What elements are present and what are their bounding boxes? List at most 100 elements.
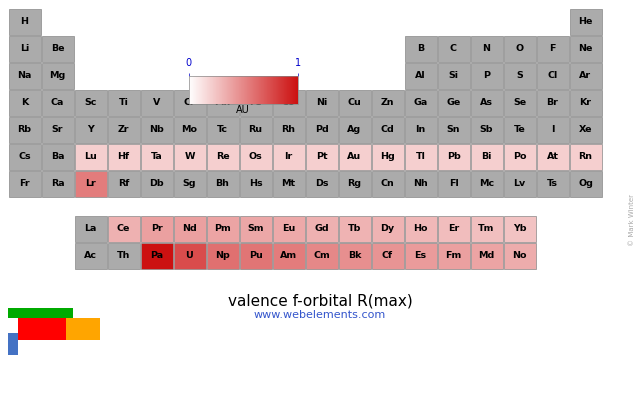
Bar (8, 8, 40, 34)
Bar (74, 216, 106, 242)
Bar (404, 170, 436, 196)
Bar (404, 242, 436, 268)
Text: F: F (549, 44, 556, 53)
Bar (173, 116, 205, 142)
Text: Rg: Rg (348, 179, 362, 188)
Bar (108, 116, 140, 142)
Bar (404, 144, 436, 170)
Bar (504, 144, 536, 170)
Text: Ni: Ni (316, 98, 327, 107)
Text: Ds: Ds (315, 179, 328, 188)
Bar (8, 90, 40, 116)
Text: Mg: Mg (49, 71, 66, 80)
Text: Tb: Tb (348, 224, 361, 233)
Text: Ag: Ag (348, 125, 362, 134)
Bar (504, 90, 536, 116)
Text: Hg: Hg (380, 152, 395, 161)
Text: Th: Th (117, 251, 130, 260)
Bar (207, 216, 239, 242)
Bar (207, 170, 239, 196)
Text: Mn: Mn (214, 98, 230, 107)
Bar (339, 144, 371, 170)
Text: Y: Y (87, 125, 94, 134)
Text: Li: Li (20, 44, 29, 53)
Bar (371, 242, 403, 268)
Bar (504, 242, 536, 268)
Bar (141, 144, 173, 170)
Bar (108, 90, 140, 116)
Bar (74, 242, 106, 268)
Text: Mt: Mt (282, 179, 296, 188)
Bar (42, 116, 74, 142)
Text: C: C (450, 44, 457, 53)
Text: Nb: Nb (149, 125, 164, 134)
Text: Sn: Sn (447, 125, 460, 134)
Text: www.webelements.com: www.webelements.com (254, 310, 386, 320)
Bar (8, 116, 40, 142)
Text: Fm: Fm (445, 251, 461, 260)
Bar (141, 216, 173, 242)
X-axis label: AU: AU (236, 105, 250, 115)
Text: No: No (512, 251, 527, 260)
Bar (42, 90, 74, 116)
Bar (8, 36, 40, 62)
Text: Eu: Eu (282, 224, 295, 233)
Bar (570, 62, 602, 88)
Text: Cr: Cr (184, 98, 195, 107)
Bar (239, 144, 271, 170)
Text: Og: Og (578, 179, 593, 188)
Bar (173, 144, 205, 170)
Text: Am: Am (280, 251, 297, 260)
Text: Al: Al (415, 71, 426, 80)
Text: Tc: Tc (217, 125, 228, 134)
Bar (273, 144, 305, 170)
Bar (504, 36, 536, 62)
Text: Md: Md (478, 251, 495, 260)
Text: Ga: Ga (413, 98, 428, 107)
Text: I: I (551, 125, 554, 134)
Bar (470, 62, 502, 88)
Bar (305, 216, 337, 242)
Bar (141, 90, 173, 116)
Text: Pa: Pa (150, 251, 163, 260)
Bar (536, 116, 568, 142)
Text: In: In (415, 125, 426, 134)
Bar (42, 144, 74, 170)
Bar (8, 144, 40, 170)
Bar (438, 216, 470, 242)
Bar (504, 170, 536, 196)
Text: Hf: Hf (117, 152, 129, 161)
Bar (207, 144, 239, 170)
Text: Dy: Dy (380, 224, 395, 233)
Bar (404, 216, 436, 242)
Text: Cu: Cu (348, 98, 362, 107)
Bar (404, 62, 436, 88)
Bar (8, 62, 40, 88)
Text: Bi: Bi (481, 152, 492, 161)
Text: Rh: Rh (282, 125, 296, 134)
Bar (74, 170, 106, 196)
Bar (305, 170, 337, 196)
Text: Sg: Sg (183, 179, 196, 188)
Bar (339, 116, 371, 142)
Bar (438, 36, 470, 62)
Text: S: S (516, 71, 523, 80)
Text: Ra: Ra (51, 179, 64, 188)
Text: Bk: Bk (348, 251, 361, 260)
Text: Nh: Nh (413, 179, 428, 188)
Bar (8, 170, 40, 196)
Text: He: He (579, 17, 593, 26)
Text: Cn: Cn (381, 179, 394, 188)
Text: Mo: Mo (182, 125, 198, 134)
Text: Pd: Pd (315, 125, 328, 134)
Bar (42, 170, 74, 196)
Bar (438, 144, 470, 170)
Bar (305, 90, 337, 116)
Bar (470, 116, 502, 142)
Text: Be: Be (51, 44, 64, 53)
Text: Sm: Sm (247, 224, 264, 233)
Bar (570, 144, 602, 170)
Bar (404, 116, 436, 142)
Bar (504, 116, 536, 142)
Bar (536, 144, 568, 170)
